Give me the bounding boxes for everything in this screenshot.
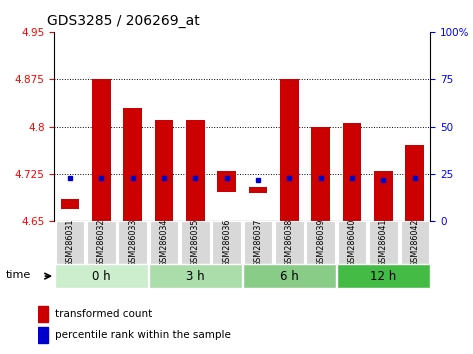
Bar [61,199,79,209]
Bar [38,327,48,343]
Text: GSM286041: GSM286041 [379,218,388,267]
Bar [405,145,424,221]
Bar [186,120,205,221]
Text: GSM286040: GSM286040 [348,218,357,267]
Text: transformed count: transformed count [55,309,152,319]
FancyBboxPatch shape [337,264,430,288]
FancyBboxPatch shape [56,221,84,264]
FancyBboxPatch shape [55,264,148,288]
Bar [38,306,48,321]
FancyBboxPatch shape [243,264,336,288]
Text: GSM286035: GSM286035 [191,218,200,267]
FancyBboxPatch shape [149,264,242,288]
Bar [311,127,330,221]
Text: GSM286031: GSM286031 [66,218,75,267]
FancyBboxPatch shape [118,221,147,264]
FancyBboxPatch shape [244,221,272,264]
Text: GSM286033: GSM286033 [128,218,137,267]
Text: GSM286032: GSM286032 [97,218,106,267]
FancyBboxPatch shape [212,221,241,264]
Text: GDS3285 / 206269_at: GDS3285 / 206269_at [47,14,200,28]
Text: GSM286042: GSM286042 [410,218,419,267]
Text: GSM286038: GSM286038 [285,218,294,267]
FancyBboxPatch shape [87,221,116,264]
Text: 0 h: 0 h [92,270,111,282]
Text: 6 h: 6 h [280,270,299,282]
FancyBboxPatch shape [181,221,210,264]
Text: GSM286034: GSM286034 [159,218,168,267]
FancyBboxPatch shape [150,221,178,264]
FancyBboxPatch shape [307,221,335,264]
Text: percentile rank within the sample: percentile rank within the sample [55,330,231,341]
Text: GSM286039: GSM286039 [316,218,325,267]
FancyBboxPatch shape [369,221,398,264]
Bar [249,187,268,193]
Text: 3 h: 3 h [186,270,205,282]
Bar [374,171,393,221]
Bar [280,79,299,221]
Bar [155,120,174,221]
FancyBboxPatch shape [401,221,429,264]
Text: GSM286036: GSM286036 [222,218,231,267]
Text: 12 h: 12 h [370,270,396,282]
FancyBboxPatch shape [275,221,304,264]
Bar [123,108,142,221]
Text: time: time [6,270,31,280]
Text: GSM286037: GSM286037 [254,218,263,267]
FancyBboxPatch shape [338,221,367,264]
Bar [342,124,361,221]
Bar [92,79,111,221]
Bar [218,171,236,192]
